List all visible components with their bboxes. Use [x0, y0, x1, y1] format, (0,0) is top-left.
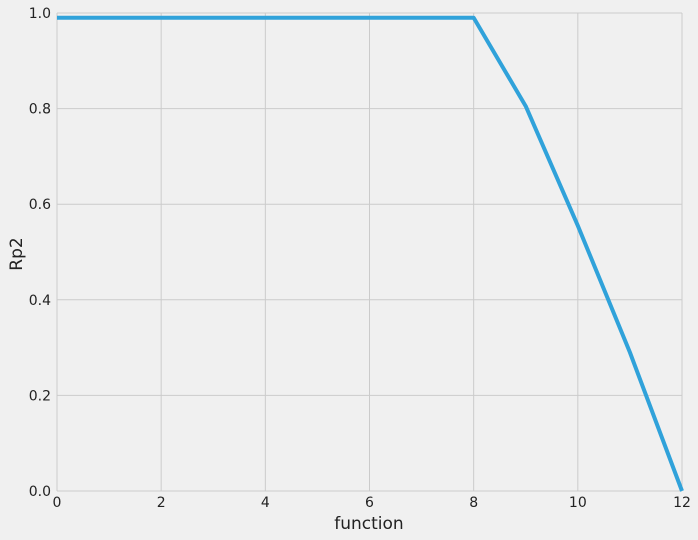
y-axis-label: Rp2 — [7, 237, 27, 270]
series-layer — [56, 15, 684, 492]
y-tick-label: 1.0 — [29, 6, 51, 22]
x-tick-label: 2 — [157, 495, 166, 511]
y-tick-label: 0.6 — [29, 197, 51, 213]
y-tick-label: 0.4 — [29, 293, 51, 309]
x-axis-ticks: 0 2 4 6 8 10 12 — [53, 495, 691, 511]
x-tick-label: 8 — [469, 495, 478, 511]
x-tick-label: 0 — [53, 495, 62, 511]
x-tick-label: 4 — [261, 495, 270, 511]
x-tick-label: 10 — [569, 495, 587, 511]
grid — [56, 12, 683, 492]
y-tick-label: 0.8 — [29, 102, 51, 118]
x-tick-label: 6 — [365, 495, 374, 511]
y-tick-label: 0.2 — [29, 388, 51, 404]
x-axis-label: function — [334, 514, 403, 534]
y-axis-ticks: 0.0 0.2 0.4 0.6 0.8 1.0 — [29, 6, 51, 500]
x-tick-label: 12 — [673, 495, 691, 511]
y-tick-label: 0.0 — [29, 484, 51, 500]
